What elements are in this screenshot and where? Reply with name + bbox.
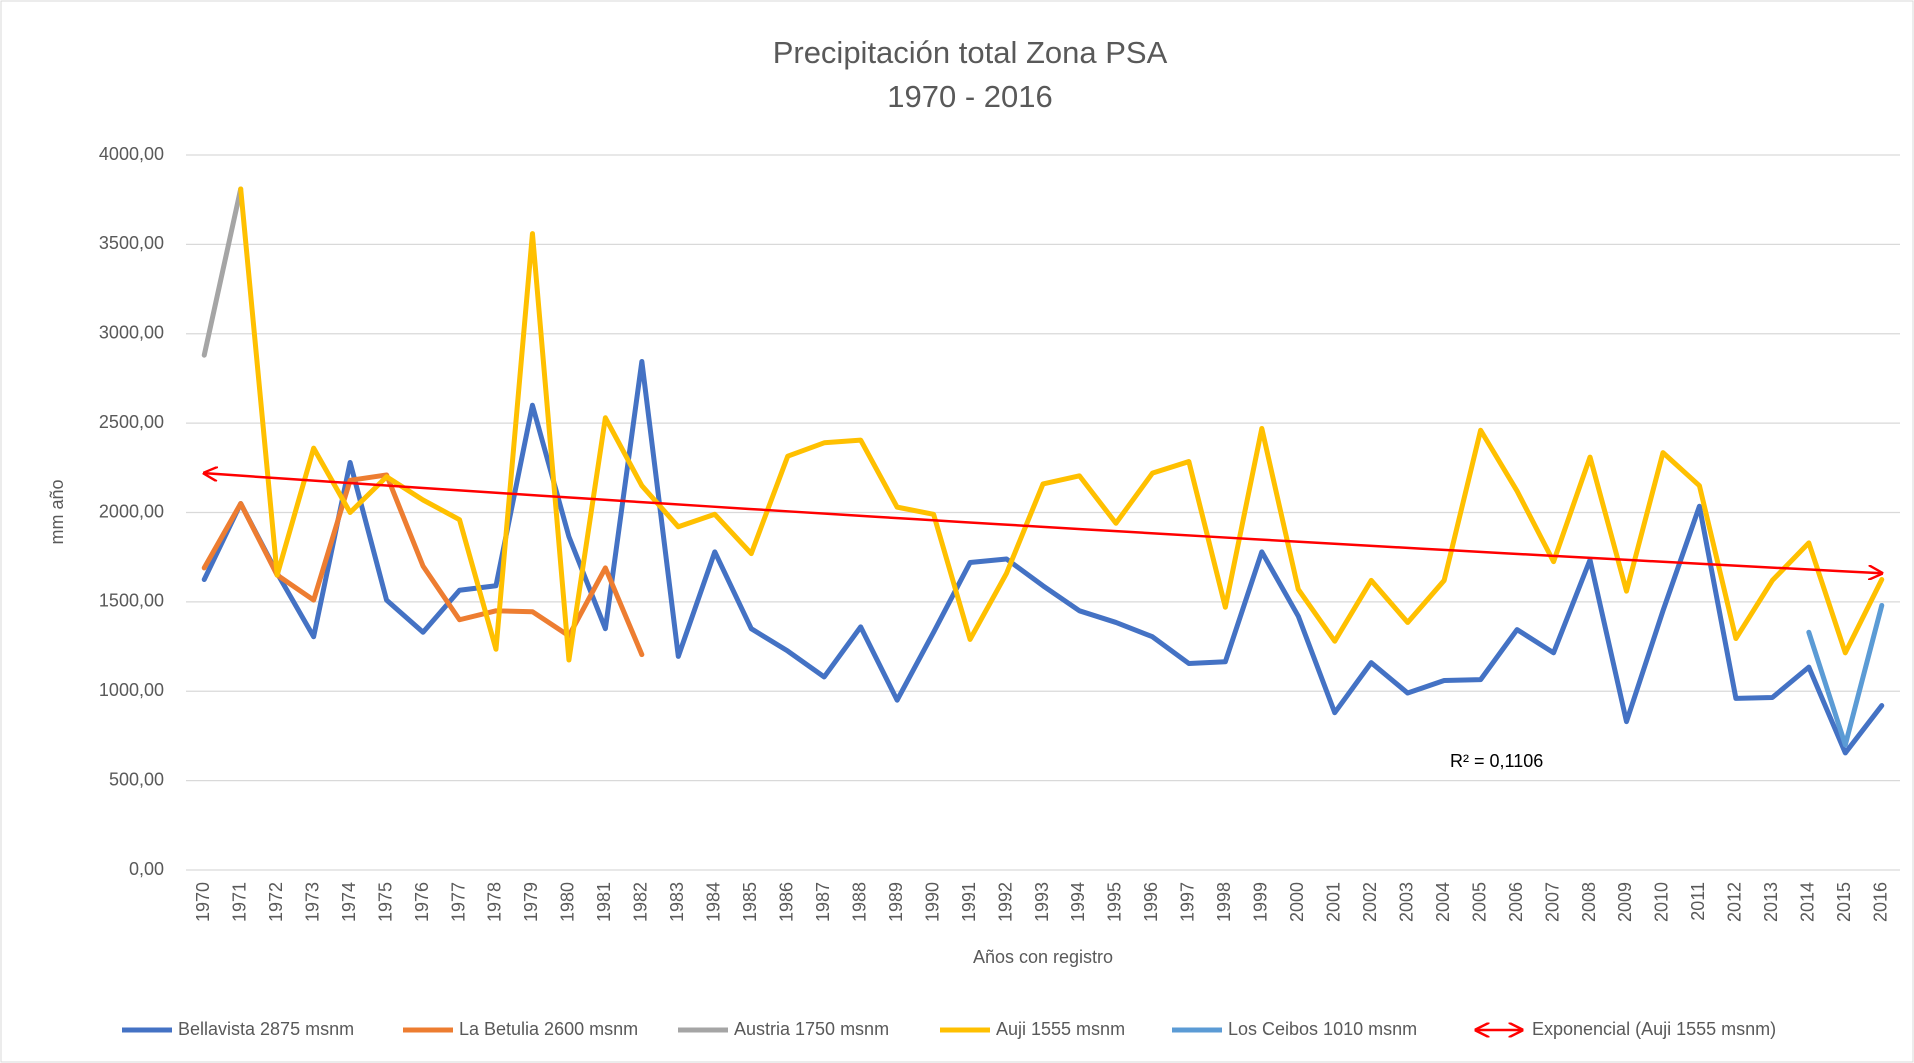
x-tick-label: 1989	[886, 882, 906, 922]
x-tick-label: 1983	[667, 882, 687, 922]
x-tick-label: 1978	[485, 882, 505, 922]
legend-label: Los Ceibos 1010 msnm	[1228, 1019, 1417, 1039]
x-tick-label: 2015	[1834, 882, 1854, 922]
legend-label: Auji 1555 msnm	[996, 1019, 1125, 1039]
x-tick-label: 2008	[1579, 882, 1599, 922]
legend-label: Exponencial (Auji 1555 msnm)	[1532, 1019, 1776, 1039]
x-tick-label: 1998	[1214, 882, 1234, 922]
x-tick-label: 1972	[266, 882, 286, 922]
x-tick-label: 1991	[959, 882, 979, 922]
y-tick-label: 1000,00	[99, 680, 164, 700]
y-tick-label: 1500,00	[99, 591, 164, 611]
trendline	[204, 473, 1882, 573]
series-line	[201, 358, 1885, 756]
chart-title: Precipitación total Zona PSA	[773, 35, 1168, 70]
x-tick-label: 2013	[1761, 882, 1781, 922]
x-tick-label: 2016	[1871, 882, 1891, 922]
chart-subtitle: 1970 - 2016	[887, 79, 1052, 114]
x-tick-label: 2003	[1396, 882, 1416, 922]
x-tick-label: 2005	[1469, 882, 1489, 922]
x-tick-label: 1996	[1141, 882, 1161, 922]
series-line	[1806, 602, 1885, 748]
x-tick-label: 1976	[412, 882, 432, 922]
x-tick-label: 1987	[813, 882, 833, 922]
x-tick-label: 2011	[1688, 882, 1708, 921]
x-tick-label: 2004	[1433, 882, 1453, 922]
x-tick-label: 1993	[1032, 882, 1052, 922]
y-tick-label: 2000,00	[99, 501, 164, 521]
x-tick-label: 1977	[448, 882, 468, 922]
x-tick-label: 1975	[375, 882, 395, 922]
x-tick-label: 2014	[1798, 882, 1818, 922]
x-tick-label: 1981	[594, 882, 614, 922]
x-tick-label: 1990	[922, 882, 942, 922]
x-tick-label: 2000	[1287, 882, 1307, 922]
x-tick-label: 2001	[1323, 882, 1343, 922]
x-tick-label: 1973	[302, 882, 322, 922]
x-tick-label: 1995	[1105, 882, 1125, 922]
x-tick-label: 1992	[995, 882, 1015, 922]
legend-label: Bellavista 2875 msnm	[178, 1019, 354, 1039]
x-tick-label: 1985	[740, 882, 760, 922]
x-tick-label: 1994	[1068, 882, 1088, 922]
y-tick-label: 3000,00	[99, 323, 164, 343]
x-tick-label: 2002	[1360, 882, 1380, 922]
legend-label: Austria 1750 msnm	[734, 1019, 889, 1039]
x-tick-label: 2012	[1725, 882, 1745, 922]
series-line	[201, 186, 244, 358]
x-tick-label: 1979	[521, 882, 541, 922]
trendline-annotation: R² = 0,1106	[1450, 751, 1543, 771]
x-tick-label: 2007	[1542, 882, 1562, 922]
x-tick-label: 1988	[849, 882, 869, 922]
x-tick-label: 1999	[1251, 882, 1271, 922]
y-tick-label: 4000,00	[99, 144, 164, 164]
x-tick-label: 1982	[631, 882, 651, 922]
x-tick-label: 1986	[776, 882, 796, 922]
y-tick-label: 2500,00	[99, 412, 164, 432]
x-tick-label: 1970	[193, 882, 213, 922]
legend-label: La Betulia 2600 msnm	[459, 1019, 638, 1039]
x-tick-label: 1984	[704, 882, 724, 922]
x-tick-label: 1971	[229, 882, 249, 922]
x-tick-label: 1997	[1178, 882, 1198, 922]
x-tick-label: 2006	[1506, 882, 1526, 922]
y-tick-label: 0,00	[129, 859, 164, 879]
x-tick-label: 1974	[339, 882, 359, 922]
y-axis-label: mm año	[47, 479, 67, 544]
x-tick-label: 1980	[558, 882, 578, 922]
x-axis-label: Años con registro	[973, 947, 1113, 967]
y-tick-label: 3500,00	[99, 233, 164, 253]
x-tick-label: 2009	[1615, 882, 1635, 922]
y-tick-label: 500,00	[109, 769, 164, 789]
x-tick-label: 2010	[1652, 882, 1672, 922]
